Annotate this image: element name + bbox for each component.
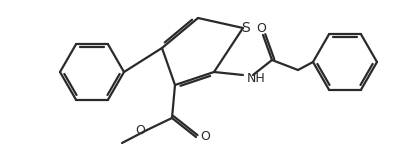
Text: O: O (135, 123, 145, 136)
Text: S: S (242, 21, 251, 35)
Text: O: O (256, 23, 266, 35)
Text: NH: NH (247, 72, 266, 85)
Text: O: O (200, 131, 210, 143)
